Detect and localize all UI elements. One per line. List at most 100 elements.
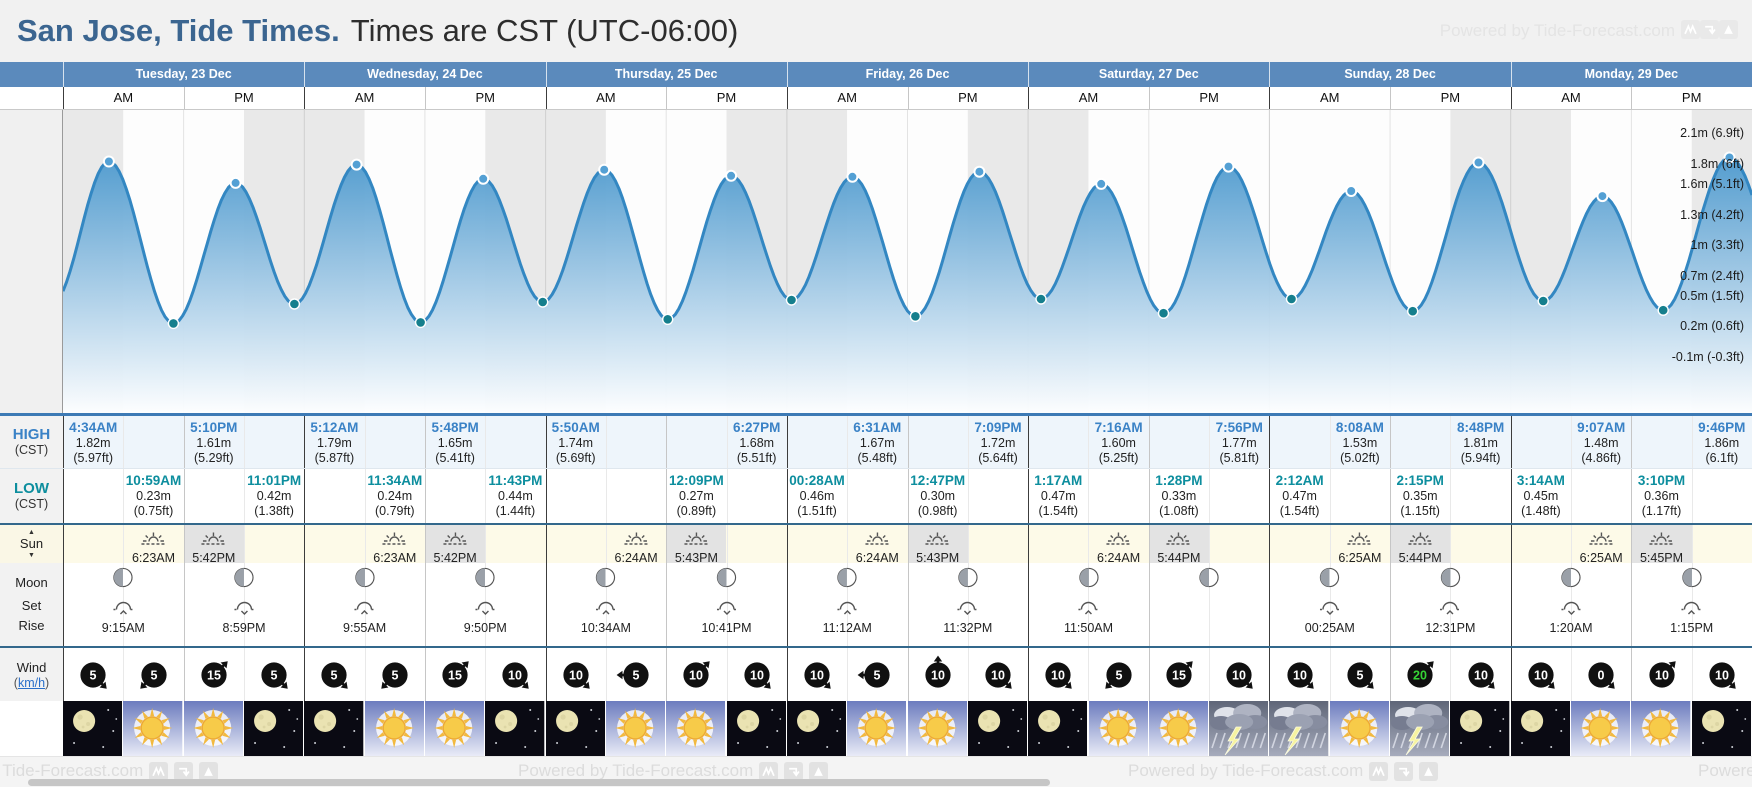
svg-text:15: 15	[207, 668, 221, 682]
day-separator	[1028, 416, 1030, 468]
cell-separator	[605, 563, 607, 646]
tide-time: 10:59AM	[125, 473, 182, 488]
tide-entry-high: 4:34AM 1.82m (5.97ft)	[69, 420, 117, 466]
cell-separator	[907, 563, 909, 646]
svg-text:15: 15	[1172, 668, 1186, 682]
cell-separator	[1691, 648, 1693, 701]
tide-entry-low: 12:47PM 0.30m (0.98ft)	[910, 473, 965, 519]
wind-speed-badge: 10	[978, 655, 1018, 695]
watermark-logo-icon	[809, 761, 829, 781]
sunset-entry: 5:45PM	[1640, 529, 1683, 565]
wind-direction-arrow-icon: 10	[1045, 661, 1073, 689]
watermark-logo-icon	[1700, 20, 1719, 39]
day-separator	[1510, 525, 1512, 563]
tide-height-ft: (5.29ft)	[193, 451, 234, 465]
high-label: HIGH	[12, 426, 51, 443]
wind-direction-arrow-icon: 5	[261, 661, 288, 689]
kmh-unit-link[interactable]: km/h	[17, 675, 46, 690]
moon-entry: 11:12AM	[823, 567, 872, 635]
day-header-label: Monday, 29 Dec	[1584, 67, 1679, 81]
half-day-label: PM	[1199, 90, 1219, 105]
watermark-logo-icon	[1394, 761, 1414, 781]
sunset-entry: 5:43PM	[916, 529, 959, 565]
day-separator	[1269, 469, 1271, 523]
watermark-footer: Powered by Tide-Forecast.com	[1128, 761, 1439, 781]
svg-text:10: 10	[931, 668, 945, 682]
day-separator	[786, 87, 788, 109]
tide-height-ft: (6.1ft)	[1705, 451, 1739, 465]
sunrise-entry: 6:25AM	[1338, 529, 1381, 565]
sunset-time: 5:45PM	[1639, 551, 1684, 565]
moon-label: Moon	[15, 575, 48, 590]
horizontal-scrollbar-thumb[interactable]	[28, 779, 1050, 786]
weather-day-icon	[907, 701, 967, 756]
half-day-label: AM	[837, 90, 857, 105]
moon-rise-time: 11:12AM	[822, 621, 872, 635]
weather-tile	[545, 701, 605, 756]
watermark-logo-icon	[784, 761, 804, 781]
wind-direction-arrow-icon: 10	[744, 661, 771, 689]
wind-direction-arrow-icon: 5	[857, 661, 890, 688]
svg-text:10: 10	[569, 668, 583, 682]
tide-time: 8:08AM	[1335, 420, 1384, 435]
day-separator	[786, 469, 788, 523]
watermark-logo-icon	[1369, 761, 1389, 781]
sunrise-entry: 6:24AM	[856, 529, 899, 565]
tide-time: 3:14AM	[1516, 473, 1565, 488]
tide-entry-high: 6:27PM 1.68m (5.51ft)	[733, 420, 780, 466]
moon-entry: 1:15PM	[1670, 567, 1713, 635]
cell-separator	[847, 469, 849, 523]
weather-tile	[605, 701, 666, 756]
wind-direction-arrow-icon: 5	[1347, 661, 1374, 689]
day-separator	[1269, 648, 1271, 701]
tide-time: 7:16AM	[1094, 420, 1143, 435]
cell-separator	[1088, 563, 1090, 646]
cell-separator	[605, 525, 607, 563]
tide-entry-low: 12:09PM 0.27m (0.89ft)	[669, 473, 724, 519]
cell-separator	[1390, 416, 1392, 468]
tide-time: 2:12AM	[1275, 473, 1324, 488]
weather-tile	[364, 701, 424, 756]
moon-set-time: 11:32PM	[943, 621, 993, 635]
cell-separator	[1571, 469, 1573, 523]
wind-speed-badge: 15	[1159, 655, 1199, 695]
svg-text:5: 5	[150, 668, 157, 682]
svg-text:5: 5	[271, 668, 278, 682]
watermark-logo-icon	[149, 761, 169, 781]
moon-entry: 9:50PM	[464, 567, 507, 635]
weather-tile	[1269, 701, 1329, 756]
wind-speed-badge: 10	[1280, 655, 1320, 695]
wind-speed-badge: 0	[1581, 655, 1621, 695]
sun-horizon-icon	[865, 532, 890, 545]
tide-height-ft: (1.15ft)	[1400, 504, 1440, 518]
cell-separator	[726, 525, 728, 563]
wind-speed-badge: 10	[1521, 655, 1561, 695]
day-separator	[545, 525, 547, 563]
y-axis-tick-label: 1.8m (6ft)	[1690, 156, 1745, 171]
cell-separator	[183, 563, 185, 646]
half-day-label: PM	[1440, 90, 1461, 105]
moon-phase-icon	[234, 567, 254, 588]
tide-row-label: HIGH (CST)	[0, 416, 63, 468]
weather-storm-icon	[1269, 701, 1329, 756]
cell-separator	[967, 416, 969, 468]
sun-row: ▲ Sun ▼ 6:23AM 5:42PM 6:23AM 5:42PM 6:24AM 5:43P…	[0, 523, 1752, 565]
cell-separator	[1691, 416, 1693, 468]
wind-direction-arrow-icon: 10	[683, 660, 711, 688]
cell-separator	[183, 469, 185, 523]
sunrise-entry: 6:24AM	[1097, 529, 1140, 565]
tide-height-ft: (5.87ft)	[314, 451, 355, 465]
y-axis-tick-label: 1.6m (5.1ft)	[1680, 176, 1744, 191]
cell-separator	[605, 469, 607, 523]
cell-separator	[1390, 563, 1392, 646]
weather-tile	[847, 701, 907, 756]
weather-tile	[304, 701, 364, 756]
cell-separator	[726, 648, 728, 701]
svg-text:0: 0	[1598, 668, 1605, 682]
half-day-label: PM	[716, 90, 737, 105]
cell-separator	[666, 416, 668, 468]
moon-phase-icon	[1078, 567, 1099, 588]
sun-horizon-icon	[1166, 532, 1191, 545]
weather-tile	[244, 701, 304, 756]
